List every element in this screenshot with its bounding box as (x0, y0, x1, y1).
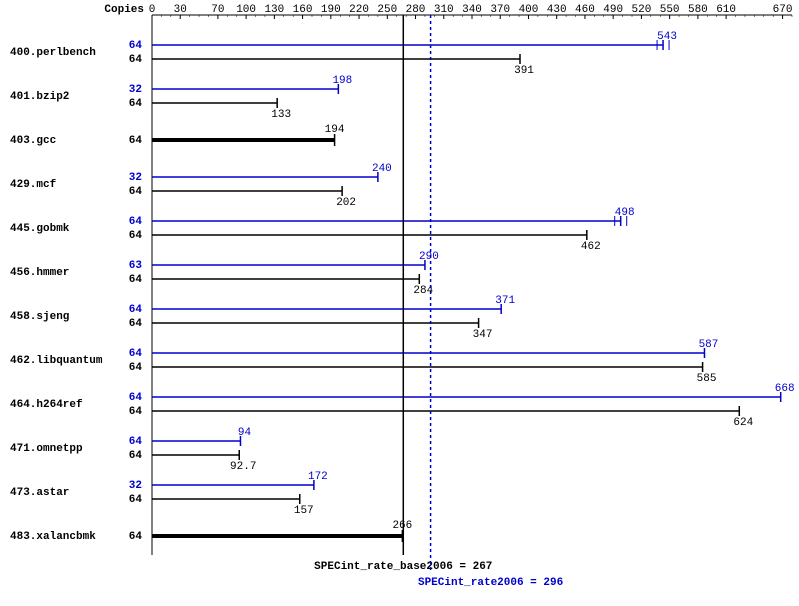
svg-text:64: 64 (129, 216, 143, 228)
bench-name: 464.h264ref (10, 399, 83, 411)
chart-svg: 0 30 70 100 130 160 190 220 250 280 310 340 370 400 43… (0, 0, 799, 606)
svg-text:64: 64 (129, 135, 143, 147)
bench-name: 403.gcc (10, 135, 56, 147)
svg-text:266: 266 (392, 520, 412, 532)
svg-text:Copies: Copies (104, 4, 144, 16)
svg-text:133: 133 (271, 109, 291, 121)
svg-text:250: 250 (377, 4, 397, 16)
svg-text:30: 30 (174, 4, 187, 16)
svg-text:70: 70 (211, 4, 224, 16)
bench-name: 456.hmmer (10, 267, 69, 279)
svg-text:340: 340 (462, 4, 482, 16)
svg-text:290: 290 (419, 251, 439, 263)
svg-text:624: 624 (733, 417, 753, 429)
svg-text:347: 347 (473, 329, 493, 341)
svg-text:0: 0 (149, 4, 156, 16)
bench-name: 483.xalancbmk (10, 531, 96, 543)
svg-text:130: 130 (264, 4, 284, 16)
svg-text:64: 64 (129, 494, 143, 506)
svg-text:498: 498 (615, 207, 635, 219)
svg-text:310: 310 (434, 4, 454, 16)
svg-text:430: 430 (547, 4, 567, 16)
svg-text:64: 64 (129, 186, 143, 198)
svg-text:100: 100 (236, 4, 256, 16)
svg-text:32: 32 (129, 172, 142, 184)
svg-text:371: 371 (495, 295, 515, 307)
svg-text:460: 460 (575, 4, 595, 16)
svg-text:64: 64 (129, 318, 143, 330)
svg-text:94: 94 (238, 427, 252, 439)
svg-text:157: 157 (294, 505, 314, 517)
svg-text:64: 64 (129, 531, 143, 543)
svg-text:580: 580 (688, 4, 708, 16)
bench-name: 462.libquantum (10, 355, 103, 367)
bench-name: 473.astar (10, 487, 69, 499)
svg-text:400: 400 (519, 4, 539, 16)
svg-text:SPECint_rate_base2006 = 267: SPECint_rate_base2006 = 267 (314, 561, 492, 573)
svg-text:64: 64 (129, 98, 143, 110)
svg-text:280: 280 (406, 4, 426, 16)
svg-text:SPECint_rate2006 = 296: SPECint_rate2006 = 296 (418, 577, 563, 589)
bench-name: 401.bzip2 (10, 91, 69, 103)
svg-text:64: 64 (129, 392, 143, 404)
svg-text:668: 668 (775, 383, 795, 395)
svg-text:92.7: 92.7 (230, 461, 256, 473)
svg-text:587: 587 (699, 339, 719, 351)
svg-text:190: 190 (321, 4, 341, 16)
svg-text:32: 32 (129, 84, 142, 96)
svg-text:391: 391 (514, 65, 534, 77)
svg-text:64: 64 (129, 406, 143, 418)
svg-text:202: 202 (336, 197, 356, 209)
bench-name: 471.omnetpp (10, 443, 83, 455)
svg-text:64: 64 (129, 230, 143, 242)
svg-text:220: 220 (349, 4, 369, 16)
svg-text:462: 462 (581, 241, 601, 253)
svg-text:64: 64 (129, 54, 143, 66)
svg-text:64: 64 (129, 304, 143, 316)
svg-text:240: 240 (372, 163, 392, 175)
spec-chart: 0 30 70 100 130 160 190 220 250 280 310 340 370 400 43… (0, 0, 799, 606)
svg-text:64: 64 (129, 362, 143, 374)
bench-name: 458.sjeng (10, 311, 69, 323)
svg-text:670: 670 (773, 4, 793, 16)
svg-text:490: 490 (603, 4, 623, 16)
svg-text:370: 370 (490, 4, 510, 16)
bench-name: 429.mcf (10, 179, 57, 191)
bench-name: 445.gobmk (10, 223, 70, 235)
svg-text:550: 550 (660, 4, 680, 16)
svg-text:64: 64 (129, 436, 143, 448)
svg-text:543: 543 (657, 31, 677, 43)
svg-text:198: 198 (332, 75, 352, 87)
svg-text:520: 520 (632, 4, 652, 16)
bench-name: 400.perlbench (10, 47, 96, 59)
svg-text:172: 172 (308, 471, 328, 483)
svg-text:64: 64 (129, 40, 143, 52)
svg-text:64: 64 (129, 450, 143, 462)
svg-text:160: 160 (293, 4, 313, 16)
svg-text:64: 64 (129, 274, 143, 286)
svg-text:610: 610 (716, 4, 736, 16)
svg-text:585: 585 (697, 373, 717, 385)
svg-text:64: 64 (129, 348, 143, 360)
svg-text:32: 32 (129, 480, 142, 492)
svg-text:63: 63 (129, 260, 143, 272)
svg-text:194: 194 (325, 124, 345, 136)
